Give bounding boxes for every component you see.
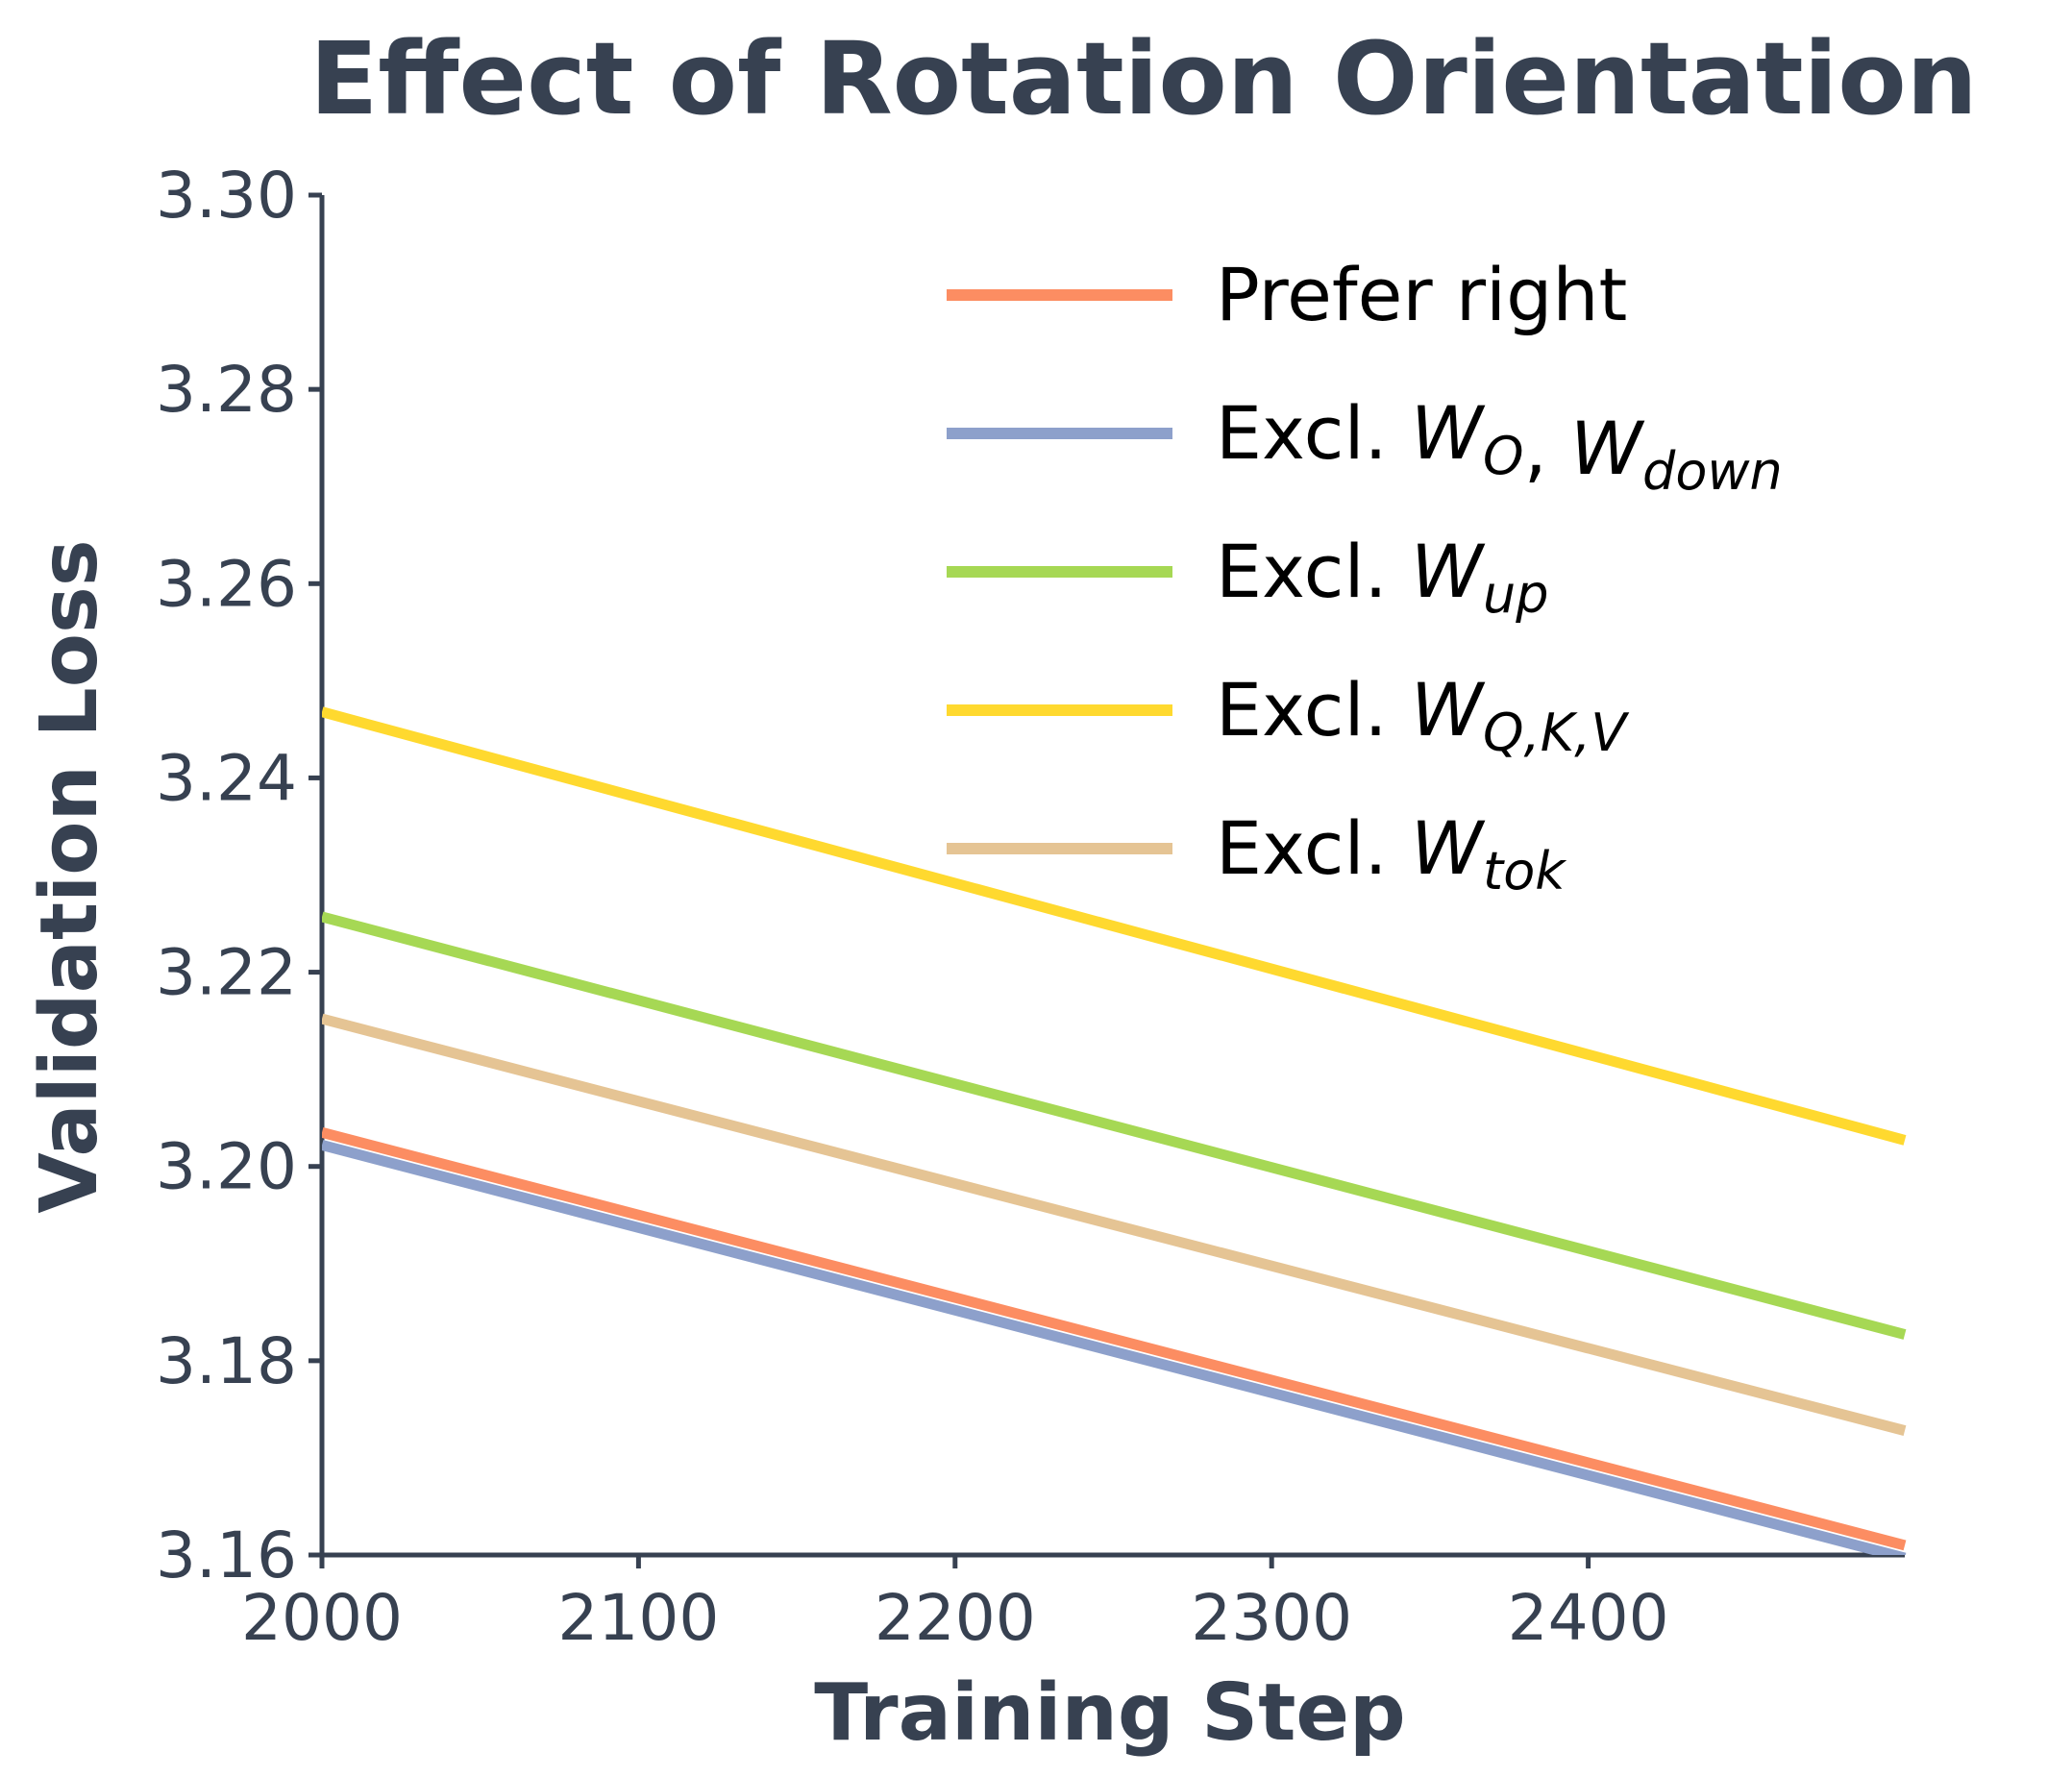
x-tick-label: 2400 <box>1508 1581 1669 1655</box>
y-tick-label: 3.28 <box>156 353 297 427</box>
x-tick-label: 2000 <box>241 1581 403 1655</box>
legend-label: Excl. WO, Wdown <box>1216 390 1783 502</box>
y-tick-label: 3.20 <box>156 1130 297 1204</box>
series-line-0 <box>322 1127 1907 1551</box>
x-axis: 2000 2100 2200 2300 2400 <box>241 1552 1905 1655</box>
series-line-4 <box>322 1013 1907 1436</box>
legend-label: Prefer right <box>1216 252 1627 337</box>
y-tick-label: 3.30 <box>156 159 297 233</box>
y-axis: 3.16 3.18 3.20 3.22 3.24 3.26 3.28 3.30 <box>156 159 325 1592</box>
series-lines <box>322 706 1907 1555</box>
x-tick-label: 2200 <box>875 1581 1036 1655</box>
legend-label: Excl. Wtok <box>1216 805 1567 901</box>
series-line-1 <box>322 1140 1907 1555</box>
legend-label: Excl. Wup <box>1216 529 1549 625</box>
y-tick-label: 3.22 <box>156 936 297 1010</box>
y-tick-label: 3.24 <box>156 741 297 815</box>
y-tick-label: 3.18 <box>156 1324 297 1398</box>
legend-label: Excl. WQ,K,V <box>1216 667 1630 763</box>
x-tick-label: 2300 <box>1191 1581 1352 1655</box>
legend: Prefer right Excl. WO, Wdown Excl. Wup Excl… <box>947 252 1783 901</box>
y-axis-label: Validation Loss <box>24 539 115 1213</box>
x-axis-label: Training Step <box>814 1667 1405 1759</box>
y-tick-label: 3.26 <box>156 547 297 621</box>
y-tick-label: 3.16 <box>156 1518 297 1592</box>
x-tick-label: 2100 <box>557 1581 719 1655</box>
series-line-3 <box>322 706 1907 1146</box>
chart-title: Effect of Rotation Orientation <box>309 20 1977 137</box>
series-line-2 <box>322 911 1907 1340</box>
